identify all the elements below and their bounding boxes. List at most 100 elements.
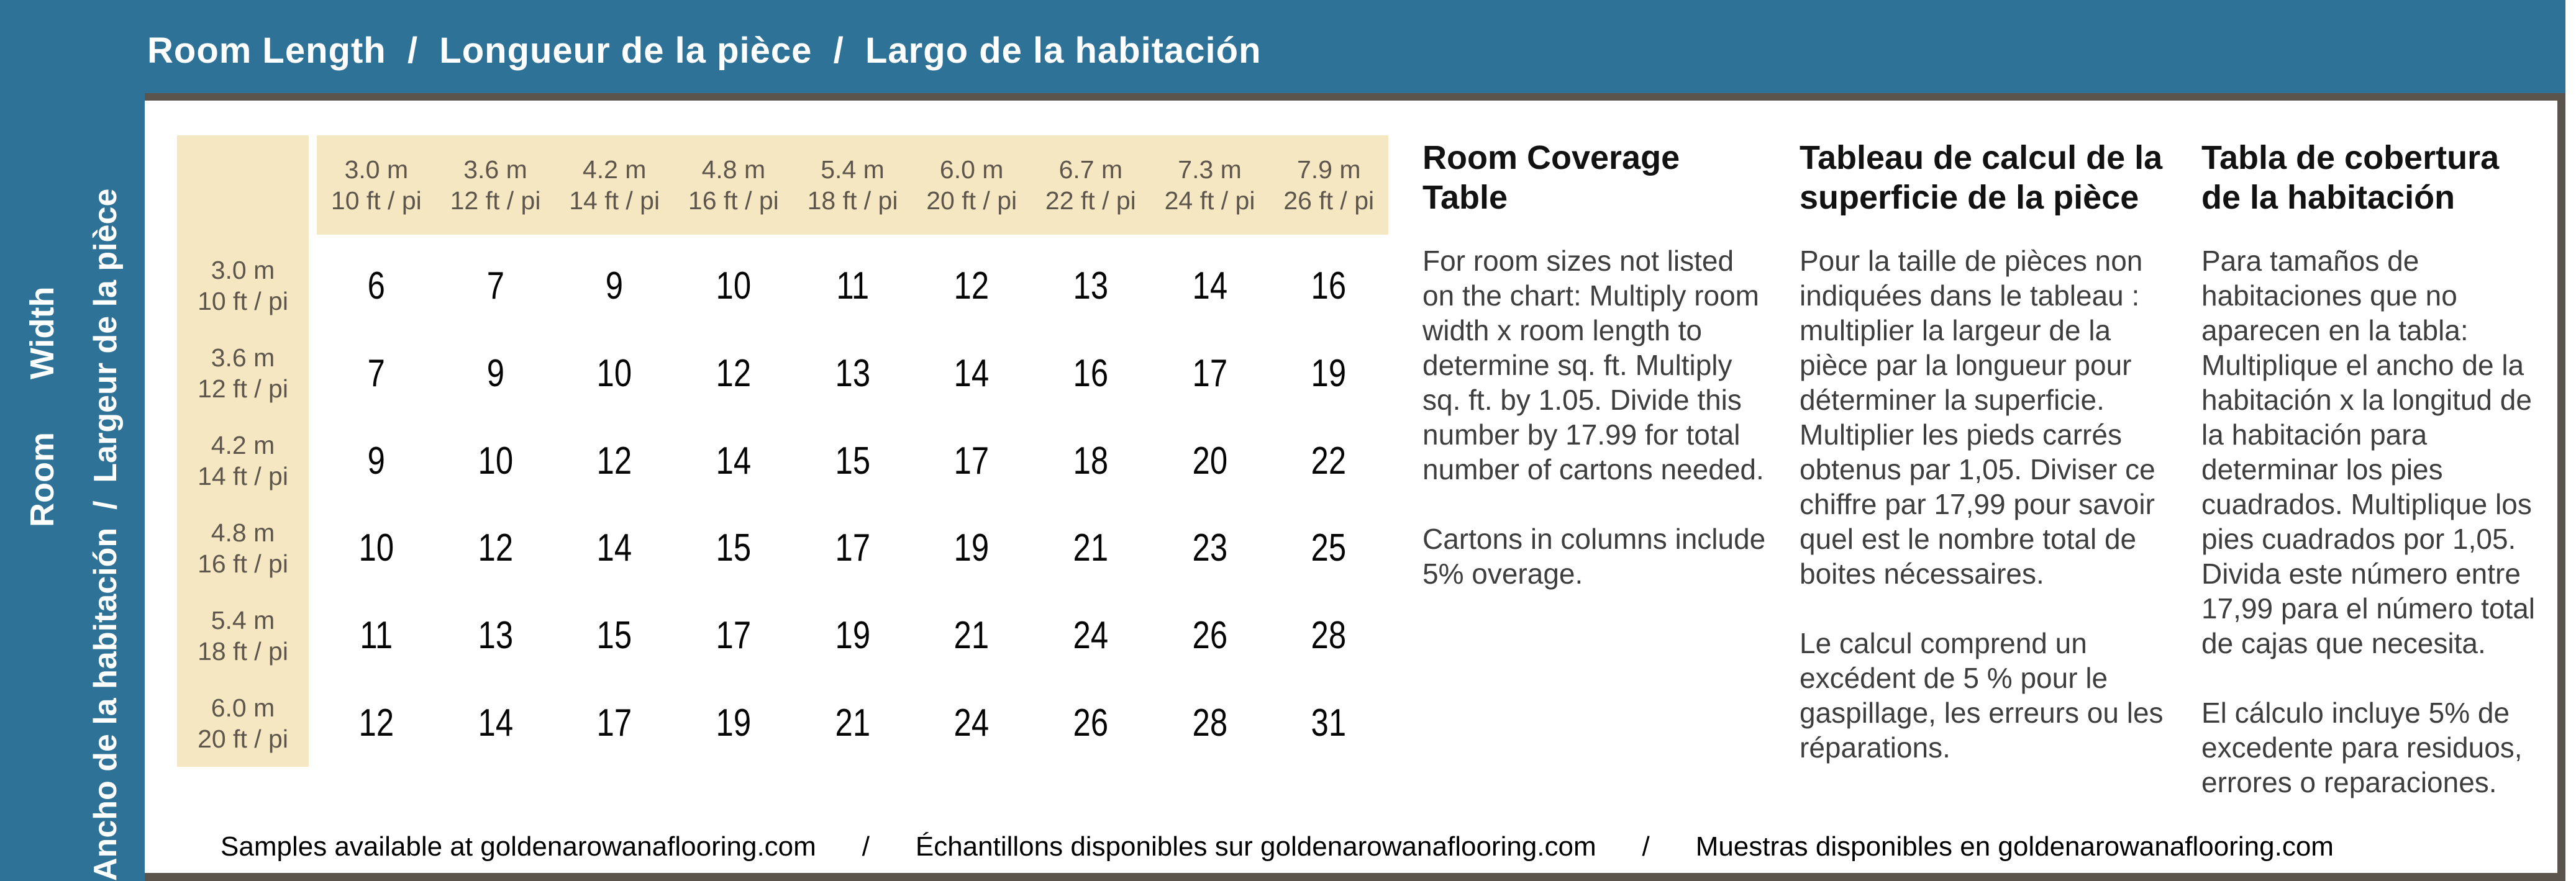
- column-header-imperial: 14 ft / pi: [569, 186, 660, 215]
- carton-count-cell: 6: [367, 264, 385, 307]
- column-header-imperial: 18 ft / pi: [807, 186, 898, 215]
- column-header-metric: 3.0 m: [344, 155, 409, 184]
- room-width-sidebar: [0, 0, 145, 881]
- carton-count-cell: 16: [1311, 264, 1347, 307]
- info-column-fr: Tableau de calcul de la superficie de la…: [1800, 138, 2172, 834]
- carton-count-cell: 13: [1073, 264, 1109, 307]
- carton-count-cell: 15: [596, 614, 632, 657]
- info-title-fr: Tableau de calcul de la superficie de la…: [1800, 139, 2163, 216]
- row-header: 4.2 m 14 ft / pi: [177, 417, 309, 505]
- carton-count-cell: 12: [716, 351, 752, 395]
- carton-count-cell: 28: [1311, 614, 1347, 657]
- carton-count-cell: 14: [953, 351, 990, 395]
- carton-count-cell: 23: [1192, 526, 1227, 570]
- carton-count-cell: 21: [1073, 526, 1109, 570]
- row-header: 4.8 m 16 ft / pi: [177, 504, 309, 592]
- column-header-imperial: 24 ft / pi: [1164, 186, 1255, 215]
- footer-segment: Samples available at goldenarowanafloori…: [221, 831, 816, 862]
- carton-count-cell: 18: [1073, 439, 1109, 482]
- carton-count-cell: 25: [1311, 526, 1347, 570]
- carton-count-cell: 14: [1192, 264, 1227, 307]
- carton-count-cell: 7: [486, 264, 504, 307]
- column-header-metric: 6.7 m: [1058, 155, 1123, 184]
- column-header: 6.0 m 20 ft / pi: [912, 135, 1031, 235]
- row-header-imperial: 12 ft / pi: [198, 374, 288, 404]
- column-header-imperial: 16 ft / pi: [688, 186, 779, 215]
- info-paragraph: Pour la taille de pièces non indiquées d…: [1800, 245, 2155, 590]
- row-header-imperial: 20 ft / pi: [198, 724, 288, 753]
- carton-count-cell: 9: [606, 264, 624, 307]
- footer-separator: /: [862, 831, 870, 862]
- row-header-imperial: 18 ft / pi: [198, 636, 288, 666]
- carton-count-cell: 26: [1192, 614, 1227, 657]
- carton-count-cell: 21: [835, 702, 870, 745]
- column-header: 5.4 m 18 ft / pi: [793, 135, 913, 235]
- row-header-imperial: 10 ft / pi: [198, 287, 288, 316]
- carton-count-cell: 15: [835, 439, 870, 482]
- carton-count-cell: 10: [716, 264, 752, 307]
- carton-count-cell: 17: [716, 614, 752, 657]
- carton-count-cell: 15: [716, 526, 752, 570]
- row-header-column-background: [177, 135, 309, 767]
- carton-count-cell: 22: [1311, 439, 1347, 482]
- footer-samples-line: Samples available at goldenarowanafloori…: [221, 829, 2334, 864]
- info-title-es: Tabla de cobertura de la habitación: [2201, 139, 2500, 216]
- column-headers: 3.0 m 10 ft / pi 3.6 m 12 ft / pi 4.2 m 14 ft…: [317, 135, 1388, 235]
- column-header: 3.0 m 10 ft / pi: [317, 135, 436, 235]
- carton-count-cell: 28: [1192, 702, 1227, 745]
- carton-count-cell: 19: [953, 526, 990, 570]
- carton-count-cell: 11: [836, 264, 869, 307]
- column-header-metric: 7.9 m: [1296, 155, 1361, 184]
- column-header: 7.3 m 24 ft / pi: [1150, 135, 1270, 235]
- column-header: 4.2 m 14 ft / pi: [555, 135, 674, 235]
- carton-count-cell: 24: [1073, 614, 1109, 657]
- row-headers: 3.0 m 10 ft / pi 3.6 m 12 ft / pi 4.2 m 14 ft…: [177, 242, 309, 767]
- info-title-en: Room Coverage Table: [1422, 139, 1680, 216]
- carton-count-cell: 12: [953, 264, 990, 307]
- column-header-metric: 5.4 m: [821, 155, 885, 184]
- carton-count-cell: 31: [1311, 702, 1347, 745]
- carton-count-table: 6 7 9 10 11 12 13 14 16 7 9 10 12 13 14 16 17 19 9 10 12 14 15…: [317, 242, 1388, 767]
- carton-count-cell: 19: [835, 614, 870, 657]
- carton-count-cell: 12: [478, 526, 513, 570]
- info-paragraph: Para tamaños de habitaciones que no apar…: [2201, 245, 2536, 659]
- info-paragraph: Le calcul comprend un excédent de 5 % po…: [1800, 627, 2164, 764]
- carton-count-cell: 14: [596, 526, 632, 570]
- column-header: 7.9 m 26 ft / pi: [1269, 135, 1388, 235]
- carton-count-cell: 19: [716, 702, 752, 745]
- row-header-metric: 5.4 m: [211, 605, 275, 635]
- column-header-imperial: 12 ft / pi: [450, 186, 541, 215]
- carton-count-cell: 17: [596, 702, 632, 745]
- row-header: 3.6 m 12 ft / pi: [177, 330, 309, 417]
- column-header: 3.6 m 12 ft / pi: [436, 135, 555, 235]
- carton-count-cell: 9: [486, 351, 504, 395]
- info-body-fr: Pour la taille de pièces non indiquées d…: [1800, 243, 2172, 765]
- column-header-imperial: 20 ft / pi: [926, 186, 1017, 215]
- carton-count-cell: 19: [1311, 351, 1347, 395]
- carton-count-cell: 7: [367, 351, 385, 395]
- carton-count-cell: 10: [596, 351, 632, 395]
- footer-segment: Muestras disponibles en goldenarowanaflo…: [1695, 831, 2334, 862]
- carton-count-cell: 16: [1073, 351, 1109, 395]
- row-header: 3.0 m 10 ft / pi: [177, 242, 309, 330]
- carton-count-cell: 12: [596, 439, 632, 482]
- column-header-metric: 3.6 m: [463, 155, 527, 184]
- column-header-imperial: 22 ft / pi: [1045, 186, 1136, 215]
- carton-count-cell: 14: [716, 439, 752, 482]
- carton-count-cell: 17: [835, 526, 870, 570]
- row-header: 5.4 m 18 ft / pi: [177, 592, 309, 679]
- carton-count-cell: 12: [358, 702, 394, 745]
- info-body-en: For room sizes not listed on the chart: …: [1422, 243, 1770, 591]
- carton-count-cell: 17: [1192, 351, 1227, 395]
- carton-count-cell: 13: [835, 351, 870, 395]
- info-body-es: Para tamaños de habitaciones que no apar…: [2201, 243, 2547, 800]
- carton-count-cell: 9: [367, 439, 385, 482]
- column-header-metric: 6.0 m: [939, 155, 1004, 184]
- carton-count-cell: 13: [478, 614, 513, 657]
- row-header-metric: 4.8 m: [211, 518, 275, 547]
- footer-segment: Échantillons disponibles sur goldenarowa…: [915, 831, 1596, 862]
- row-header-imperial: 16 ft / pi: [198, 549, 288, 578]
- row-header-metric: 4.2 m: [211, 431, 275, 460]
- room-width-label: Room Width: [24, 286, 61, 527]
